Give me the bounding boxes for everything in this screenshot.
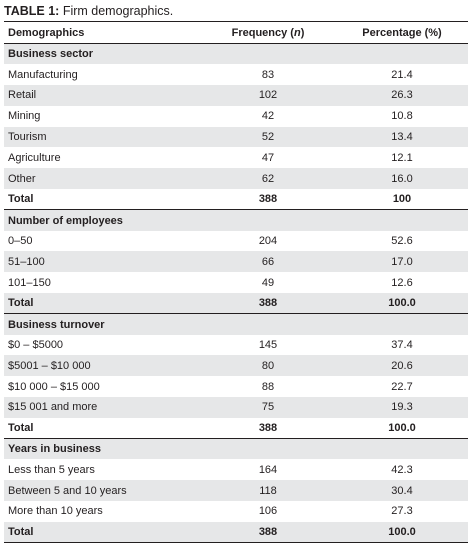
row-frequency: 49 — [261, 276, 275, 289]
row-percentage: 12.1 — [391, 151, 413, 164]
table-caption: TABLE 1: Firm demographics. — [4, 3, 173, 19]
row-frequency: 47 — [261, 151, 275, 164]
header-frequency: Frequency (n) — [200, 21, 332, 44]
row-frequency: 106 — [258, 505, 278, 518]
table-row: $15 001 and more 75 19.3 — [4, 397, 468, 418]
row-label: Manufacturing — [8, 68, 78, 81]
row-label: Agriculture — [8, 151, 61, 164]
row-frequency: 52 — [200, 126, 332, 148]
row-percentage: 21.4 — [391, 68, 413, 81]
row-percentage: 22.7 — [391, 380, 413, 393]
header-percentage: Percentage (%) — [332, 21, 468, 44]
row-percentage: 27.3 — [391, 505, 413, 518]
row-frequency: 88 — [261, 380, 275, 393]
section-heading-row: Years in business — [4, 438, 468, 460]
total-label: Total — [4, 189, 200, 211]
total-frequency: 388 — [200, 189, 332, 211]
total-frequency: 388 — [200, 417, 332, 440]
table-row: Less than 5 years 164 42.3 — [4, 459, 468, 480]
total-label: Total — [4, 417, 200, 440]
section-heading-row: Number of employees — [4, 209, 468, 231]
row-percentage: 20.6 — [332, 355, 468, 377]
row-frequency: 102 — [200, 85, 332, 106]
row-label: $5001 – $10 000 — [4, 355, 200, 377]
demographics-table: Demographics Frequency (n) Percentage (%… — [4, 21, 468, 544]
section-heading: Years in business — [4, 438, 468, 460]
total-percentage: 100.0 — [332, 521, 468, 544]
row-label: Between 5 and 10 years — [4, 480, 200, 502]
section-heading: Number of employees — [4, 209, 468, 231]
table-row: $10 000 – $15 000 88 22.7 — [4, 376, 468, 397]
header-demographics: Demographics — [4, 21, 200, 44]
row-frequency: 62 — [200, 168, 332, 190]
row-percentage: 10.8 — [391, 110, 413, 123]
table-row: Retail 102 26.3 — [4, 85, 468, 106]
table-row: Mining 42 10.8 — [4, 106, 468, 127]
row-label: $0 – $5000 — [8, 339, 64, 352]
total-percentage: 100.0 — [332, 293, 468, 315]
section-heading: Business sector — [4, 43, 468, 65]
section-heading-row: Business turnover — [4, 313, 468, 335]
row-frequency: 164 — [258, 463, 278, 476]
row-percentage: 16.0 — [332, 168, 468, 190]
row-frequency: 66 — [200, 251, 332, 273]
total-label: Total — [4, 521, 200, 544]
total-row: Total 388 100.0 — [4, 521, 468, 544]
row-label: Mining — [8, 110, 41, 123]
table-row: Manufacturing 83 21.4 — [4, 64, 468, 85]
row-percentage: 26.3 — [332, 85, 468, 106]
row-frequency: 204 — [258, 235, 278, 248]
row-label: Other — [4, 168, 200, 190]
table-row: Between 5 and 10 years 118 30.4 — [4, 480, 468, 502]
row-percentage: 30.4 — [332, 480, 468, 502]
row-label: More than 10 years — [8, 505, 103, 518]
table-row: 51–100 66 17.0 — [4, 251, 468, 273]
section-heading: Business turnover — [4, 313, 468, 335]
table-caption-label: TABLE 1: — [4, 4, 60, 18]
table-header: Demographics Frequency (n) Percentage (%… — [4, 21, 468, 44]
total-row: Total 388 100.0 — [4, 417, 468, 440]
table-row: More than 10 years 106 27.3 — [4, 501, 468, 522]
row-label: Retail — [4, 85, 200, 106]
table-caption-title: Firm demographics. — [62, 4, 174, 18]
row-label: $15 001 and more — [4, 397, 200, 418]
row-percentage: 13.4 — [332, 126, 468, 148]
total-label: Total — [4, 293, 200, 315]
row-label: Less than 5 years — [8, 463, 95, 476]
table-row: $5001 – $10 000 80 20.6 — [4, 355, 468, 377]
table-row: Tourism 52 13.4 — [4, 126, 468, 148]
row-label: Tourism — [4, 126, 200, 148]
section-heading-row: Business sector — [4, 43, 468, 65]
row-label: 0–50 — [8, 235, 33, 248]
table-body: Business sector Manufacturing 83 21.4 Retail… — [4, 43, 468, 544]
row-frequency: 80 — [200, 355, 332, 377]
header-row: Demographics Frequency (n) Percentage (%… — [4, 21, 468, 44]
row-percentage: 12.6 — [391, 276, 413, 289]
row-percentage: 19.3 — [332, 397, 468, 418]
row-percentage: 42.3 — [391, 463, 413, 476]
row-label: 101–150 — [8, 276, 51, 289]
row-frequency: 75 — [200, 397, 332, 418]
total-frequency: 388 — [200, 293, 332, 315]
row-frequency: 145 — [258, 339, 278, 352]
total-row: Total 388 100.0 — [4, 293, 468, 315]
row-percentage: 17.0 — [332, 251, 468, 273]
row-label: 51–100 — [4, 251, 200, 273]
total-frequency: 388 — [200, 521, 332, 544]
table-row: 101–150 49 12.6 — [4, 272, 468, 293]
row-frequency: 118 — [200, 480, 332, 502]
row-percentage: 37.4 — [391, 339, 413, 352]
row-frequency: 83 — [261, 68, 275, 81]
total-percentage: 100 — [332, 189, 468, 211]
row-label: $10 000 – $15 000 — [8, 380, 100, 393]
table-row: $0 – $5000 145 37.4 — [4, 335, 468, 356]
table-row: Agriculture 47 12.1 — [4, 147, 468, 168]
table-row: Other 62 16.0 — [4, 168, 468, 190]
row-percentage: 52.6 — [391, 235, 413, 248]
total-percentage: 100.0 — [332, 417, 468, 440]
row-frequency: 42 — [261, 110, 275, 123]
total-row: Total 388 100 — [4, 189, 468, 211]
table-row: 0–50 204 52.6 — [4, 231, 468, 252]
